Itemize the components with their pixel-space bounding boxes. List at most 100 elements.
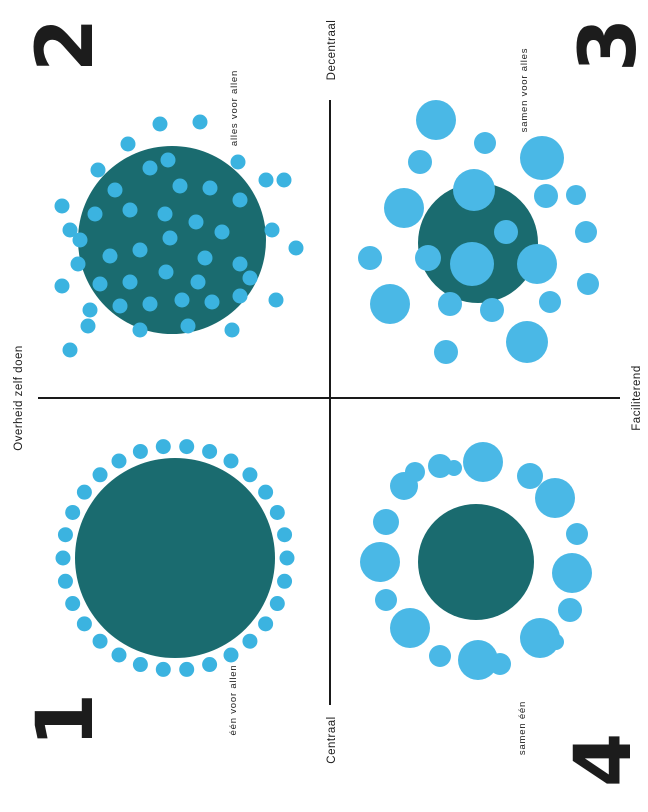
dot [55,550,71,566]
bubble-ring [360,442,592,680]
quadrant-number-4: 4 [559,733,648,787]
dot [230,154,246,170]
dot [65,596,81,612]
dot [112,298,128,314]
dot [390,472,418,500]
dot [158,264,174,280]
dot [480,298,504,322]
dot [172,178,188,194]
dot [506,321,548,363]
quadrant-number-2: 2 [21,18,111,72]
dot [535,478,575,518]
dot [152,116,168,132]
dot [242,633,258,649]
dot [192,114,208,130]
dot [384,188,424,228]
dot [373,509,399,535]
quadrant-1-graphic [55,439,295,677]
central-circle [75,458,275,658]
dot [162,230,178,246]
dot [214,224,230,240]
dot [132,443,148,459]
dot [157,206,173,222]
quadrant-label-1: één voor allen [228,665,239,736]
axis-label-faciliterend: Faciliterend [631,365,643,430]
dot [242,467,258,483]
dot [188,214,204,230]
dot [575,221,597,243]
dot [232,288,248,304]
dot [202,443,218,459]
dot [142,296,158,312]
dot [279,550,295,566]
dot [54,278,70,294]
dot [57,527,73,543]
dot [258,616,274,632]
dot [428,454,452,478]
dot [517,463,543,489]
dot [408,150,432,174]
quadrant-4-graphic [360,442,592,680]
dot [72,232,88,248]
dot [453,169,495,211]
dot-ring [55,439,295,677]
dot [520,618,560,658]
dot [132,322,148,338]
dot [62,342,78,358]
dot [358,246,382,270]
dot [269,596,285,612]
dot [155,661,171,677]
dot [277,527,293,543]
dot [92,276,108,292]
dot [92,467,108,483]
dot [264,222,280,238]
dot [142,160,158,176]
central-circle [418,504,534,620]
dot [223,647,239,663]
dot [179,661,195,677]
dot [429,645,451,667]
dot [446,460,462,476]
dot [132,657,148,673]
dot [132,242,148,258]
dot [107,182,123,198]
dot [155,439,171,455]
quadrant-3-graphic [358,100,599,364]
quadrant-label-3: samen voor alles [519,48,530,133]
dot [202,180,218,196]
dot [438,292,462,316]
dot [160,152,176,168]
dot [57,573,73,589]
dot [370,284,410,324]
dot [269,504,285,520]
quadrant-label-2: alles voor allen [229,70,240,146]
dot [82,302,98,318]
dot [122,274,138,290]
dot [65,504,81,520]
dot [111,647,127,663]
dot [70,256,86,272]
axis-label-centraal: Centraal [326,716,338,763]
quadrant-2-graphic [54,114,304,358]
dot [494,220,518,244]
dot [80,318,96,334]
bubble-cluster [358,100,599,364]
dot [122,202,138,218]
dot [179,439,195,455]
quadrant-label-4: samen één [517,701,528,755]
dot [90,162,106,178]
dot [102,248,118,264]
dot [534,184,558,208]
dot [87,206,103,222]
dot [566,185,586,205]
dot [268,292,284,308]
dot [190,274,206,290]
dot [258,484,274,500]
dot [92,633,108,649]
dot [415,245,441,271]
dot [197,250,213,266]
dot [232,256,248,272]
dot [375,589,397,611]
dot [277,573,293,589]
